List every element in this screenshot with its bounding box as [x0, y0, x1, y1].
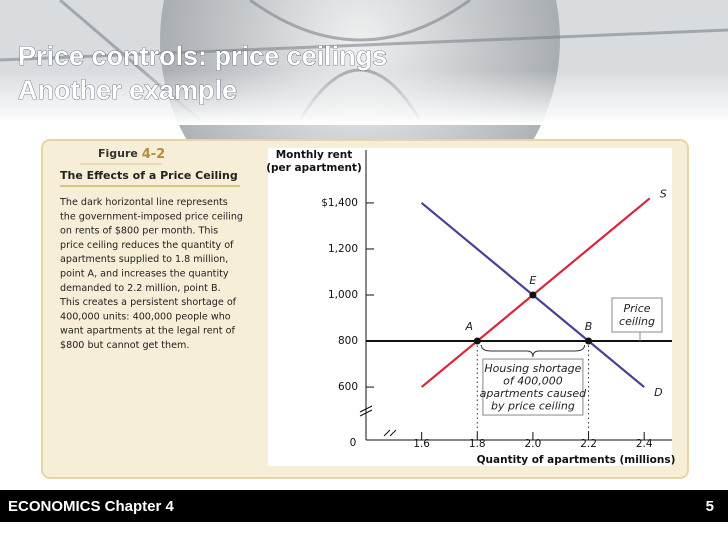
ceiling-label: ceiling: [619, 315, 655, 328]
point-label: B: [585, 320, 593, 333]
shortage-label: by price ceiling: [491, 400, 575, 413]
caption: The dark horizontal line represents the g…: [59, 197, 243, 351]
y-axis-label: Monthly rent: [276, 149, 353, 161]
caption-line: the government-imposed price ceiling: [60, 211, 243, 222]
caption-line: This creates a persistent shortage of: [59, 297, 237, 308]
footer-text: ECONOMICS Chapter 4: [8, 498, 175, 515]
x-tick-label: 2.0: [525, 438, 542, 450]
y-tick-label: $1,400: [321, 197, 358, 209]
x-tick-label: 2.4: [636, 438, 653, 450]
page-number: 5: [706, 498, 714, 515]
point-label: A: [465, 320, 474, 333]
ceiling-label-box: [611, 297, 663, 333]
figure-number: 4-2: [142, 147, 166, 162]
point: [529, 291, 537, 299]
shortage-label: Housing shortage: [484, 362, 581, 375]
caption-line: want apartments at the legal rent of: [60, 326, 235, 337]
x-tick-label: 1.6: [413, 438, 430, 450]
y-axis-label: (per apartment): [266, 162, 362, 174]
origin-label: 0: [350, 437, 357, 449]
x-tick-label: 2.2: [580, 438, 597, 450]
series-label: S: [660, 187, 667, 200]
caption-line: point A, and increases the quantity: [60, 269, 229, 280]
y-tick-label: 800: [338, 335, 358, 347]
y-tick-label: 1,200: [328, 243, 358, 255]
series-label: D: [654, 386, 662, 399]
caption-line: 400,000 units: 400,000 people who: [60, 311, 231, 322]
y-tick-label: 600: [338, 381, 358, 393]
point: [585, 337, 593, 345]
shortage-label: of 400,000: [503, 375, 563, 388]
caption-line: demanded to 2.2 million, point B.: [60, 283, 221, 294]
figure-label: Figure 4-2: [98, 147, 165, 162]
footer-bar: [0, 490, 728, 522]
globe-banner: [0, 0, 728, 240]
x-axis-label: Quantity of apartments (millions): [477, 454, 676, 466]
caption-line: apartments supplied to 1.8 million,: [60, 254, 228, 265]
x-tick-label: 1.8: [469, 438, 486, 450]
figure-word: Figure: [98, 147, 138, 160]
caption-line: on rents of $800 per month. This: [60, 226, 218, 237]
caption-line: The dark horizontal line represents: [59, 197, 228, 208]
chart: Monthly rent (per apartment) Quantity of…: [266, 149, 675, 466]
series-line: [420, 197, 651, 388]
slide-subtitle: Another example: [18, 75, 237, 105]
figure-heading: The Effects of a Price Ceiling: [60, 169, 238, 182]
y-tick-label: 1,000: [328, 289, 358, 301]
slide-title: Price controls: price ceilings: [18, 41, 387, 71]
shortage-box: [482, 358, 584, 416]
point-label: E: [529, 274, 536, 287]
point: [473, 337, 481, 345]
chart-area: [268, 148, 672, 466]
caption-line: price ceiling reduces the quantity of: [60, 240, 234, 251]
ceiling-label: Price: [623, 302, 650, 315]
caption-line: $800 but cannot get them.: [60, 340, 189, 351]
shortage-label: apartments caused: [480, 387, 588, 400]
